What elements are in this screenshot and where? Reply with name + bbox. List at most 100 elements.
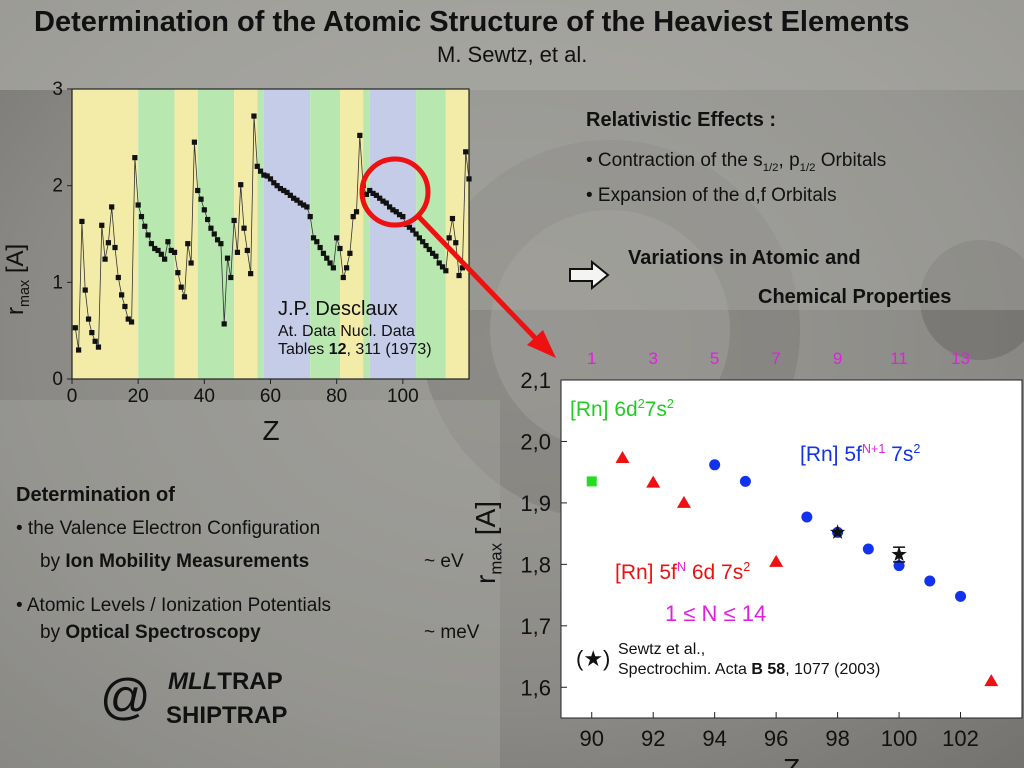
chart1-point	[125, 316, 131, 322]
trap-rest: TRAP	[217, 668, 283, 695]
chart1-point	[294, 197, 300, 203]
chart1-point	[291, 195, 297, 201]
chart1-point	[248, 271, 254, 277]
chart2-plot-bg	[560, 379, 1023, 719]
chart2-top-tick-label: 1	[587, 349, 596, 368]
chart1-point	[214, 237, 221, 243]
relativistic-heading: Relativistic Effects :	[586, 109, 777, 131]
chart2-ytick-label: 1,9	[520, 491, 551, 516]
chart1-ytick-label: 1	[52, 272, 63, 293]
chart1-point	[400, 214, 406, 220]
chart2-point-circle	[709, 459, 721, 471]
chart1-point	[218, 241, 224, 247]
chart2-ytick-label: 1,7	[520, 614, 551, 639]
chart1-point	[271, 180, 277, 186]
chart1-block-1	[138, 89, 175, 379]
chart1-block-6	[263, 89, 311, 379]
chart2-point-triangle	[984, 674, 999, 687]
chart1-xtick-label: 20	[128, 386, 149, 407]
sewtz-reference: Sewtz et al., Spectrochim. Acta B 58, 10…	[618, 640, 880, 680]
red-b: N	[676, 560, 686, 574]
chart1-point	[347, 250, 353, 256]
chart2-xtick-label: 98	[825, 726, 849, 751]
chart1-point	[304, 204, 310, 210]
chart1-point	[152, 245, 158, 252]
chart1-point	[360, 183, 366, 189]
chart1-point	[72, 325, 78, 331]
chart2-point-circle	[924, 575, 936, 587]
chart1-block-9	[363, 89, 370, 379]
chart2-ytick-label: 2,0	[520, 429, 551, 454]
chart1-point	[238, 182, 244, 188]
chart2-ylabel: rmax [A]	[470, 424, 507, 584]
chart1-ytick-label: 3	[52, 79, 63, 100]
green-config-label: [Rn] 6d27s2	[570, 397, 674, 422]
chart1-point	[357, 132, 363, 138]
chart1-point	[281, 187, 287, 194]
chart2-point-triangle	[676, 495, 691, 508]
chart1-point	[244, 247, 250, 254]
desclaux-pages: , 311 (1973)	[346, 341, 432, 358]
chart1-point	[274, 183, 280, 189]
chart1-ytick-label: 2	[52, 176, 63, 197]
chart2-point-triangle	[646, 475, 661, 488]
chart1-point	[449, 215, 456, 222]
chart2-xtick-label: 90	[579, 726, 603, 751]
chart2-top-tick-label: 5	[710, 349, 719, 368]
green-c: 7s	[644, 398, 667, 421]
chart1-point	[198, 196, 204, 202]
chart1-point	[251, 113, 257, 119]
chart1-point	[317, 244, 323, 251]
chart1-point	[459, 265, 465, 271]
chart1-block-5	[257, 89, 264, 379]
chart1-block-2	[174, 89, 198, 379]
chart1-block-10	[369, 89, 417, 379]
chart2-ytick-label: 1,8	[520, 552, 551, 577]
chart2-top-tick-label: 13	[951, 349, 970, 368]
chart2-ylabel-unit: [A]	[470, 500, 501, 536]
chart1-point	[92, 338, 98, 344]
chart1-point	[208, 225, 214, 231]
chart1-point	[300, 202, 307, 208]
chart2-top-tick-label: 3	[648, 349, 657, 368]
chart2-top-tick-label: 9	[833, 349, 842, 368]
chart1-point	[267, 176, 274, 182]
chart1-point	[109, 204, 115, 210]
desclaux-volume: 12	[328, 341, 347, 358]
chart1-point	[195, 187, 201, 194]
chart2-point-triangle	[769, 554, 784, 567]
chart1-point	[221, 321, 227, 327]
chart1-point	[410, 227, 416, 233]
chart1-point	[307, 214, 313, 220]
chart1-point	[334, 235, 340, 241]
chart1-point	[314, 239, 320, 245]
desclaux-tables: Tables	[278, 341, 329, 358]
chart1-ytick-label: 0	[52, 369, 63, 390]
chart1-point	[148, 241, 154, 247]
chart2-xtick-label: 94	[702, 726, 726, 751]
chart1-point	[89, 330, 95, 336]
chart1-point	[327, 260, 333, 266]
chart1-point	[231, 217, 237, 224]
bullet1-b: , p	[778, 150, 800, 171]
determination-item1-line2: by Ion Mobility Measurements	[40, 551, 309, 573]
variations-line-1: Variations in Atomic and	[628, 247, 861, 269]
chart1-point	[211, 231, 217, 237]
chart1-point	[178, 284, 184, 290]
chart1-point	[158, 251, 164, 257]
bullet1-sub2: 1/2	[799, 161, 816, 174]
chart2-point-circle	[862, 543, 874, 555]
chart1-xtick-label: 0	[67, 386, 78, 407]
chart1-xtick-label: 60	[260, 386, 281, 407]
chart1-point	[76, 347, 82, 353]
determination-item2-scale: ~ meV	[424, 622, 480, 643]
blue-d: 2	[913, 442, 921, 456]
chart1-point	[254, 163, 260, 169]
red-d: 2	[743, 560, 751, 574]
sewtz-journal: Spectrochim. Acta	[618, 661, 752, 678]
chart1-point	[122, 303, 128, 310]
chart1-point	[324, 255, 330, 261]
chart1-point	[261, 172, 267, 178]
chart1-point	[185, 241, 191, 247]
chart1-point	[181, 294, 188, 300]
